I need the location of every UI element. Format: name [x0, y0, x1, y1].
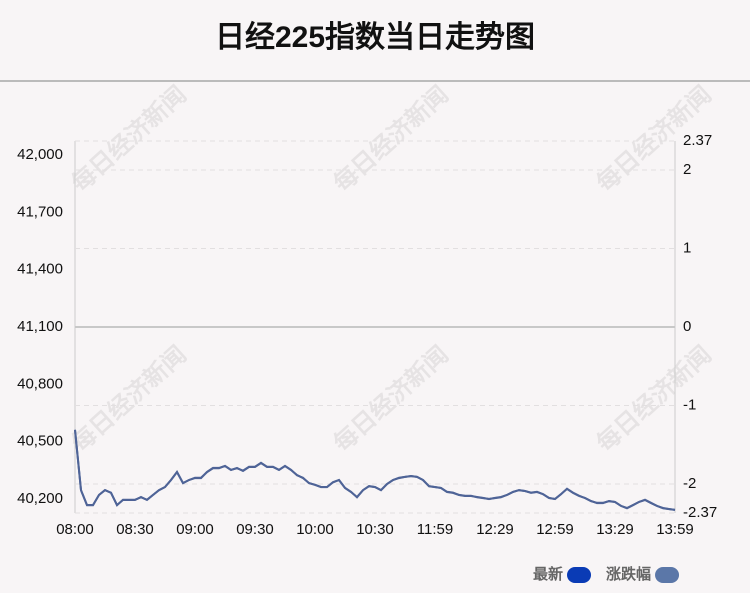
watermark: 每日经济新闻 — [327, 340, 453, 458]
y-tick-label: 40,500 — [17, 433, 63, 450]
y-tick-label: 41,400 — [17, 261, 63, 278]
x-tick-label: 12:29 — [476, 521, 514, 538]
y2-tick-label: 1 — [683, 239, 691, 256]
x-tick-label: 09:00 — [176, 521, 214, 538]
y2-tick-label: -2 — [683, 475, 696, 492]
y-tick-label: 42,000 — [17, 146, 63, 163]
y2-tick-label: -2.37 — [683, 504, 717, 521]
y2-tick-label: 0 — [683, 318, 691, 335]
x-tick-label: 08:00 — [56, 521, 94, 538]
y2-tick-label: 2.37 — [683, 132, 712, 149]
series-line — [74, 429, 676, 511]
y-tick-label: 41,700 — [17, 203, 63, 220]
x-tick-label: 10:00 — [296, 521, 334, 538]
y2-tick-label: -1 — [683, 396, 696, 413]
x-tick-label: 10:30 — [356, 521, 394, 538]
legend-swatch — [655, 567, 680, 583]
y-tick-label: 41,100 — [17, 318, 63, 335]
legend-swatch — [567, 567, 592, 583]
y-tick-label: 40,800 — [17, 375, 63, 392]
x-tick-label: 13:29 — [596, 521, 634, 538]
watermark: 每日经济新闻 — [327, 80, 453, 198]
watermark: 每日经济新闻 — [65, 80, 191, 198]
x-tick-label: 11:59 — [417, 521, 453, 538]
watermark: 每日经济新闻 — [590, 340, 716, 458]
x-tick-label: 08:30 — [116, 521, 154, 538]
chart-title: 日经225指数当日走势图 — [215, 20, 535, 54]
legend-label: 最新 — [533, 565, 563, 583]
watermark: 每日经济新闻 — [65, 340, 191, 458]
y-tick-label: 40,200 — [17, 490, 63, 507]
x-tick-label: 12:59 — [536, 521, 574, 538]
y2-tick-label: 2 — [683, 161, 691, 178]
x-tick-label: 13:59 — [656, 521, 694, 538]
x-tick-label: 09:30 — [236, 521, 274, 538]
legend-label: 涨跌幅 — [606, 565, 651, 583]
